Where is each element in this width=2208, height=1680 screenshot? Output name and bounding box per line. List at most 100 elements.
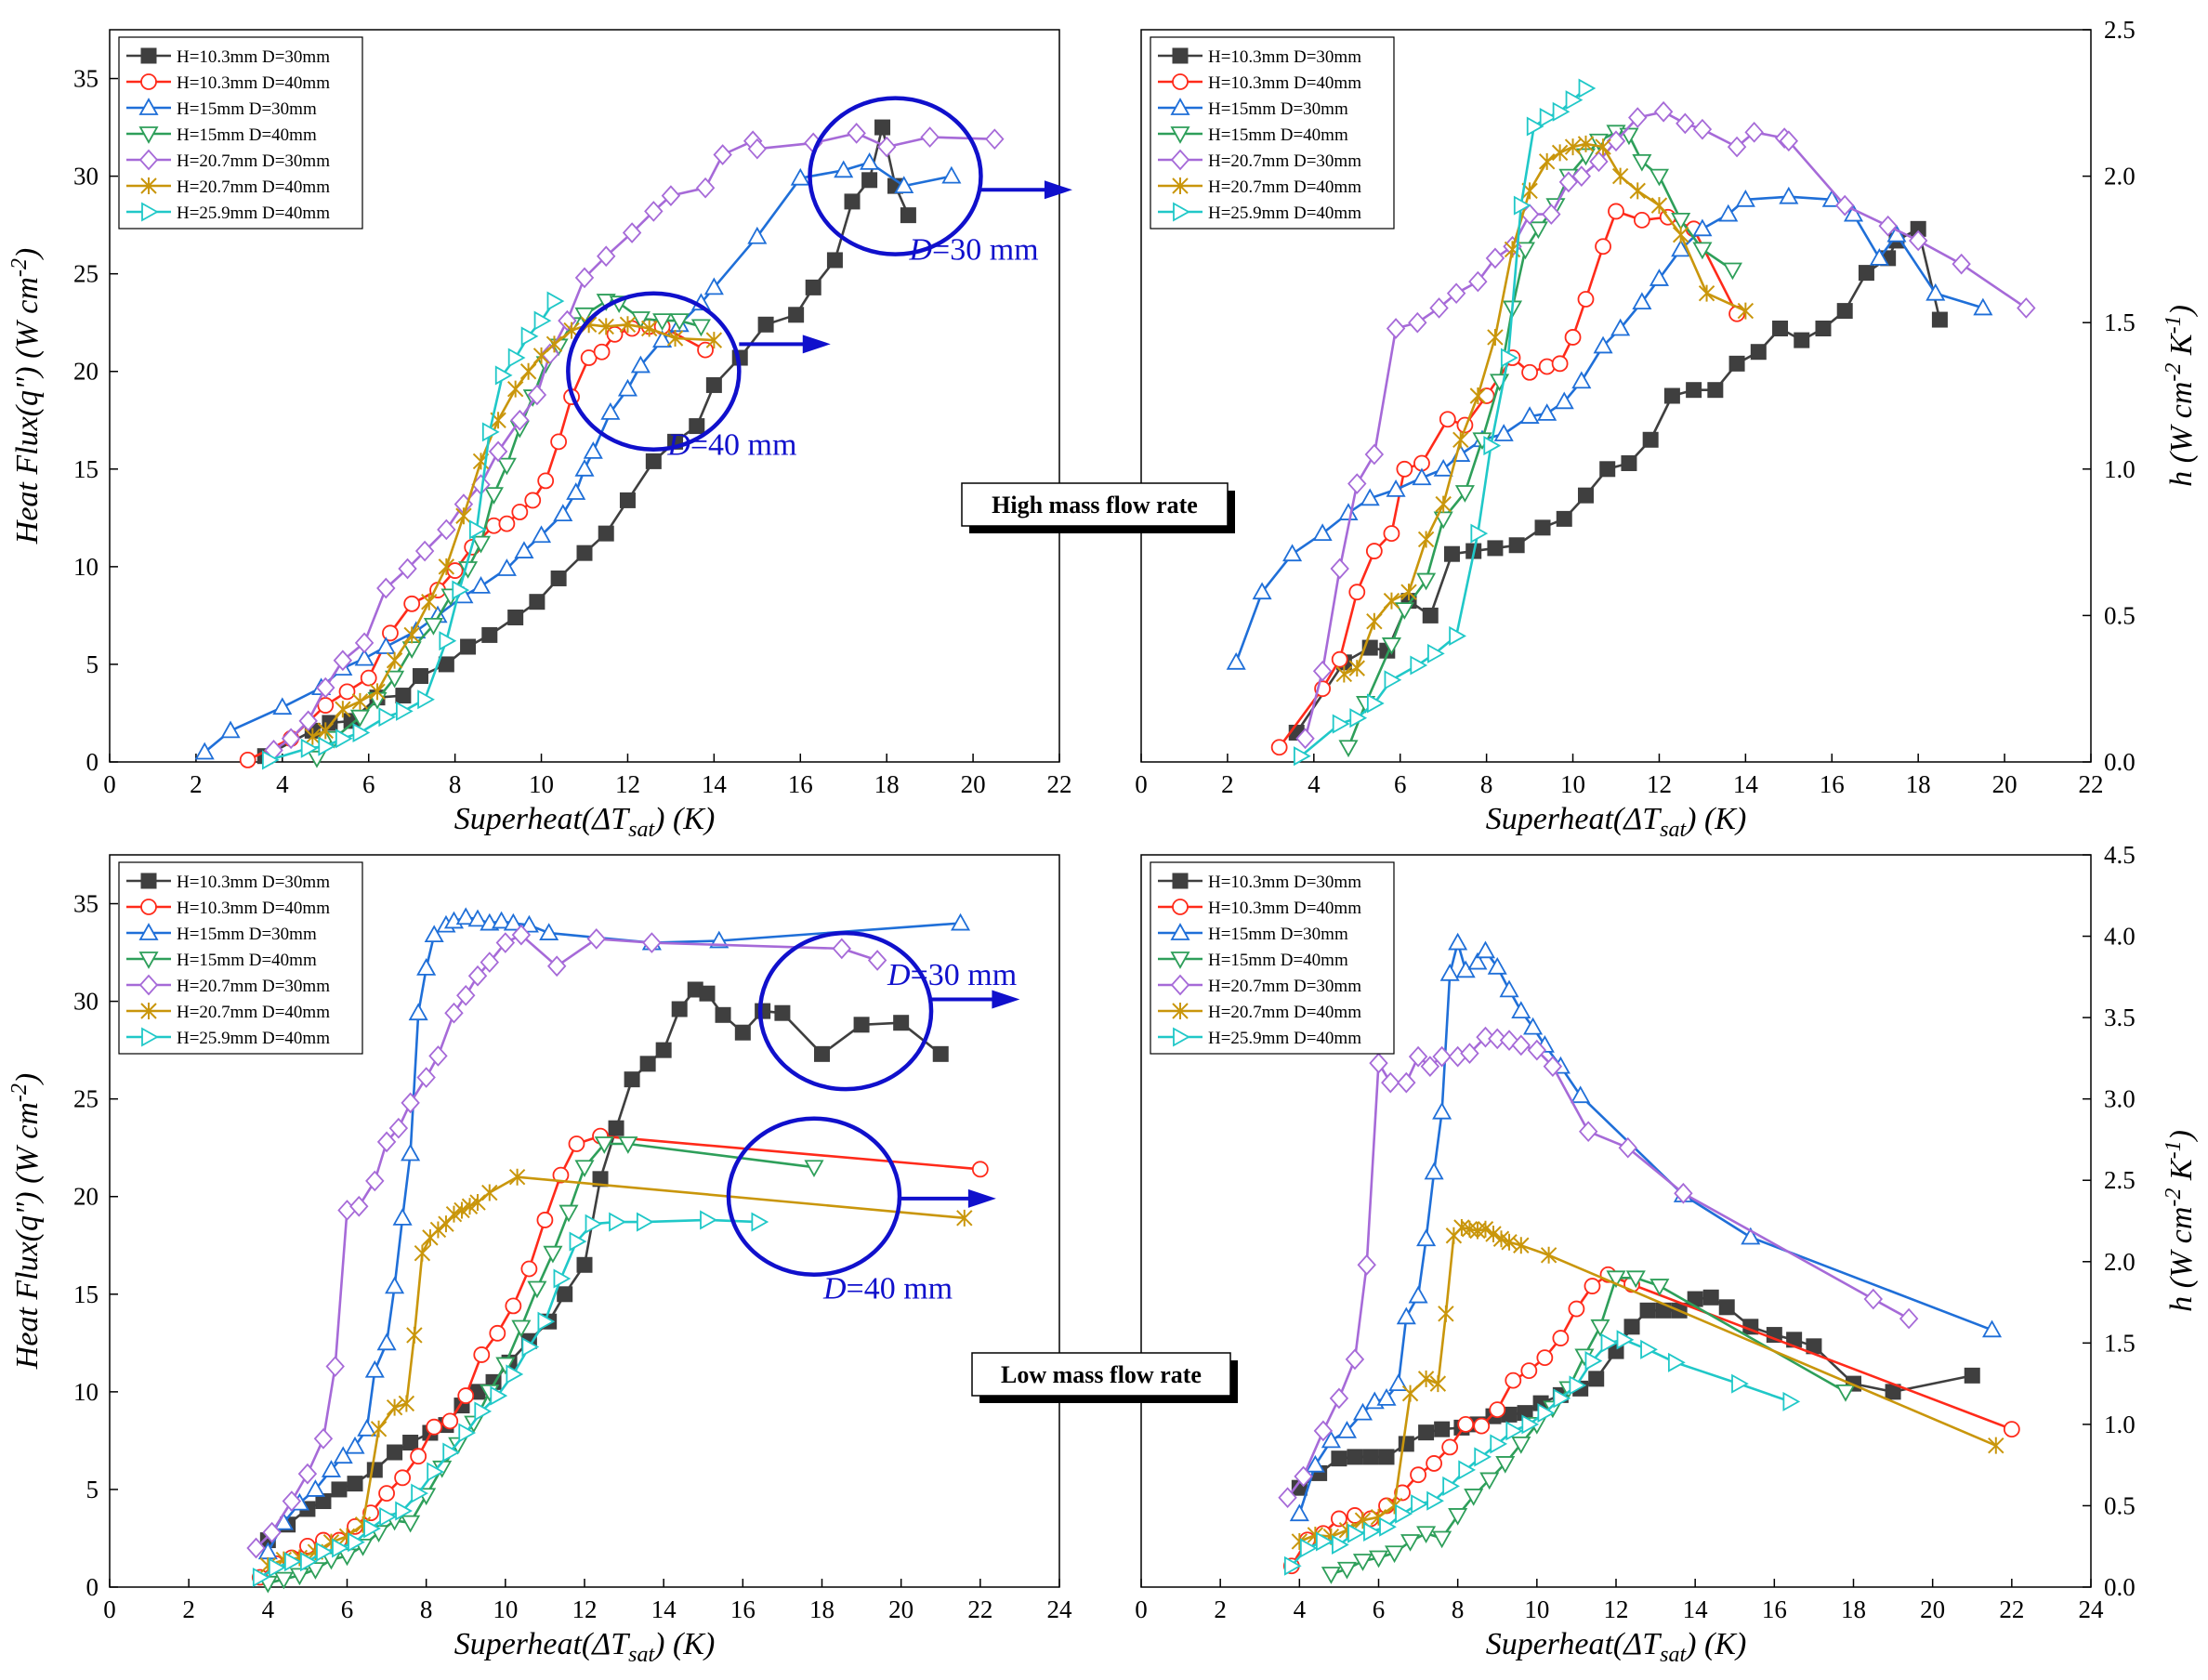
x-tick-label: 4 <box>1308 770 1321 798</box>
legend-marker <box>138 126 159 144</box>
data-point <box>1589 151 1609 173</box>
series-7 <box>1293 78 1597 767</box>
data-point <box>788 307 805 323</box>
data-point <box>1526 116 1544 137</box>
data-point <box>537 1311 556 1332</box>
series-5 <box>1295 100 2036 750</box>
data-point <box>574 1160 595 1178</box>
data-point <box>304 728 322 745</box>
data-point <box>592 1171 609 1188</box>
data-point <box>507 348 526 368</box>
data-point <box>1338 740 1359 758</box>
data-point <box>1457 1415 1475 1433</box>
y-tick-label: 4.0 <box>2104 923 2136 951</box>
data-point <box>1429 297 1449 319</box>
data-point <box>1432 1530 1452 1549</box>
data-point <box>362 1504 379 1522</box>
data-point <box>1495 1456 1516 1474</box>
data-point <box>609 1212 626 1232</box>
data-point <box>1434 1421 1451 1437</box>
data-point <box>335 701 351 718</box>
data-point <box>1384 670 1402 690</box>
data-point <box>2003 1421 2020 1438</box>
data-point <box>1439 963 1460 981</box>
data-point <box>1878 215 1898 237</box>
data-point <box>1417 1370 1435 1387</box>
data-point <box>470 576 492 594</box>
data-point <box>1649 269 1669 286</box>
x-tick-label: 22 <box>1047 770 1072 798</box>
x-tick-label: 16 <box>1820 770 1845 798</box>
data-point <box>586 928 606 950</box>
data-point <box>1478 387 1495 404</box>
data-point <box>297 1463 318 1485</box>
legend: H=10.3mm D=30mm H=10.3mm D=40mm H=15mm D=3… <box>118 861 363 1055</box>
data-point <box>705 376 722 393</box>
legend-marker <box>1172 177 1189 194</box>
x-tick-label: 20 <box>888 1595 913 1623</box>
data-point <box>757 316 774 333</box>
data-point <box>1460 1043 1479 1064</box>
data-point <box>1632 153 1652 172</box>
data-point <box>369 683 386 701</box>
legend-marker <box>140 47 157 64</box>
data-point <box>532 525 552 544</box>
data-point <box>360 669 377 687</box>
data-point <box>1446 282 1466 305</box>
legend-entry: H=10.3mm D=30mm <box>1208 873 1361 892</box>
data-point <box>1577 487 1594 504</box>
data-point <box>617 378 637 397</box>
x-tick-label: 20 <box>1920 1595 1945 1623</box>
annotation-label: D=40 mm <box>666 428 796 463</box>
data-point <box>416 1067 436 1088</box>
data-point <box>498 515 516 532</box>
data-point <box>985 128 1005 151</box>
data-point <box>1640 1339 1658 1359</box>
data-point <box>521 1336 540 1358</box>
data-point <box>495 932 516 953</box>
data-point <box>352 722 371 743</box>
data-point <box>1448 1508 1468 1526</box>
y-tick-label: 2.5 <box>2104 1166 2136 1194</box>
legend-marker <box>1170 126 1190 144</box>
y-tick-label: 2.0 <box>2104 1248 2136 1276</box>
data-point <box>1408 311 1427 334</box>
data-point <box>1368 1550 1389 1568</box>
y-tick-label: 1.0 <box>2104 455 2136 483</box>
data-point <box>568 1135 585 1152</box>
data-point <box>747 226 768 244</box>
data-point <box>382 624 399 642</box>
x-tick-label: 2 <box>182 1595 195 1623</box>
legend: H=10.3mm D=30mm H=10.3mm D=40mm H=15mm D=3… <box>118 36 363 230</box>
data-point <box>1395 1503 1413 1524</box>
data-point <box>1629 182 1646 200</box>
data-point <box>1650 197 1668 215</box>
data-point <box>1487 328 1504 346</box>
x-tick-label: 0 <box>1135 1595 1148 1623</box>
data-point <box>1332 714 1350 734</box>
data-point <box>583 441 603 459</box>
data-point <box>333 1446 353 1464</box>
data-point <box>1610 318 1631 336</box>
data-point <box>387 1444 403 1461</box>
legend-marker <box>1173 202 1190 222</box>
data-point <box>844 193 861 210</box>
data-point <box>1595 238 1611 256</box>
legend-marker <box>138 952 159 969</box>
data-point <box>439 631 457 651</box>
legend-marker <box>138 923 159 940</box>
data-point <box>790 167 810 186</box>
data-point <box>468 519 487 540</box>
data-point <box>1226 651 1246 670</box>
x-tick-label: 12 <box>572 1595 598 1623</box>
data-point <box>386 651 403 669</box>
legend-marker <box>1170 974 1190 996</box>
data-point <box>1702 1289 1719 1306</box>
x-tick-label: 14 <box>651 1595 677 1623</box>
data-point <box>1663 387 1680 404</box>
legend-marker <box>141 202 159 222</box>
y-tick-label: 10 <box>73 553 99 581</box>
legend-entry: H=20.7mm D=40mm <box>177 1003 330 1022</box>
data-point <box>1473 1417 1491 1435</box>
annotation-label: D=30 mm <box>908 233 1038 268</box>
